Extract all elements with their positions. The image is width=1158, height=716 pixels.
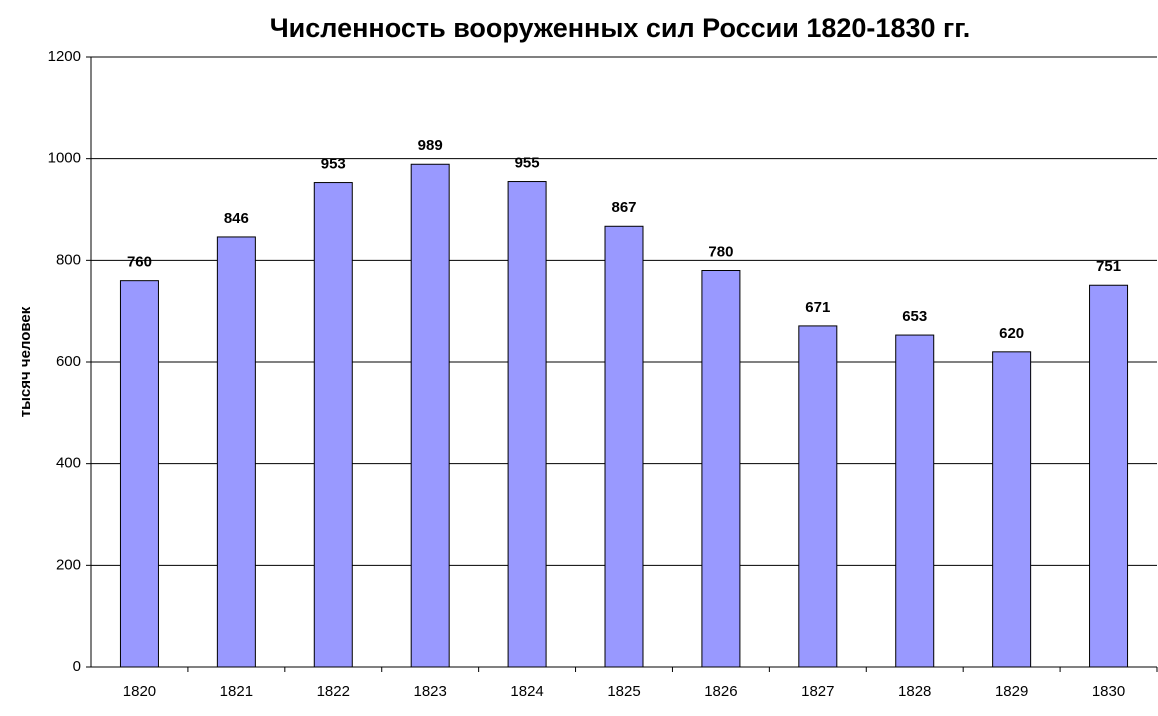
bar (507, 181, 547, 668)
bar (604, 225, 644, 668)
y-axis-label: тысяч человек (17, 306, 34, 417)
data-label: 780 (708, 243, 733, 260)
x-tick-label: 1830 (1092, 683, 1125, 700)
x-tick-label: 1825 (607, 683, 640, 700)
x-tick-label: 1829 (995, 683, 1028, 700)
x-tick-label: 1828 (898, 683, 931, 700)
y-tick-label: 400 (56, 455, 81, 472)
x-tick-label: 1824 (510, 683, 543, 700)
bar (992, 351, 1032, 668)
x-tick-label: 1820 (123, 683, 156, 700)
x-tick-label: 1826 (704, 683, 737, 700)
x-tick-label: 1822 (317, 683, 350, 700)
y-tick-label: 600 (56, 353, 81, 370)
bar (119, 280, 159, 668)
y-tick-label: 1000 (48, 150, 81, 167)
y-tick-label: 200 (56, 556, 81, 573)
data-label: 751 (1096, 258, 1121, 275)
x-tick-label: 1821 (220, 683, 253, 700)
data-label: 989 (418, 137, 443, 154)
data-label: 953 (321, 156, 346, 173)
bar (1089, 284, 1129, 668)
data-label: 620 (999, 325, 1024, 342)
bar (313, 182, 353, 668)
bar (798, 325, 838, 668)
bar (701, 270, 741, 668)
bar (410, 163, 450, 668)
y-tick-label: 1200 (48, 48, 81, 65)
x-tick-label: 1823 (413, 683, 446, 700)
bar (216, 236, 256, 668)
data-label: 760 (127, 254, 152, 271)
data-label: 846 (224, 210, 249, 227)
y-tick-label: 0 (73, 658, 81, 675)
chart-title: Численность вооруженных сил России 1820-… (270, 13, 971, 43)
data-label: 867 (611, 199, 636, 216)
data-label: 671 (805, 299, 830, 316)
x-tick-label: 1827 (801, 683, 834, 700)
bar (895, 334, 935, 668)
y-tick-label: 800 (56, 251, 81, 268)
data-label: 653 (902, 308, 927, 325)
data-label: 955 (515, 155, 540, 172)
